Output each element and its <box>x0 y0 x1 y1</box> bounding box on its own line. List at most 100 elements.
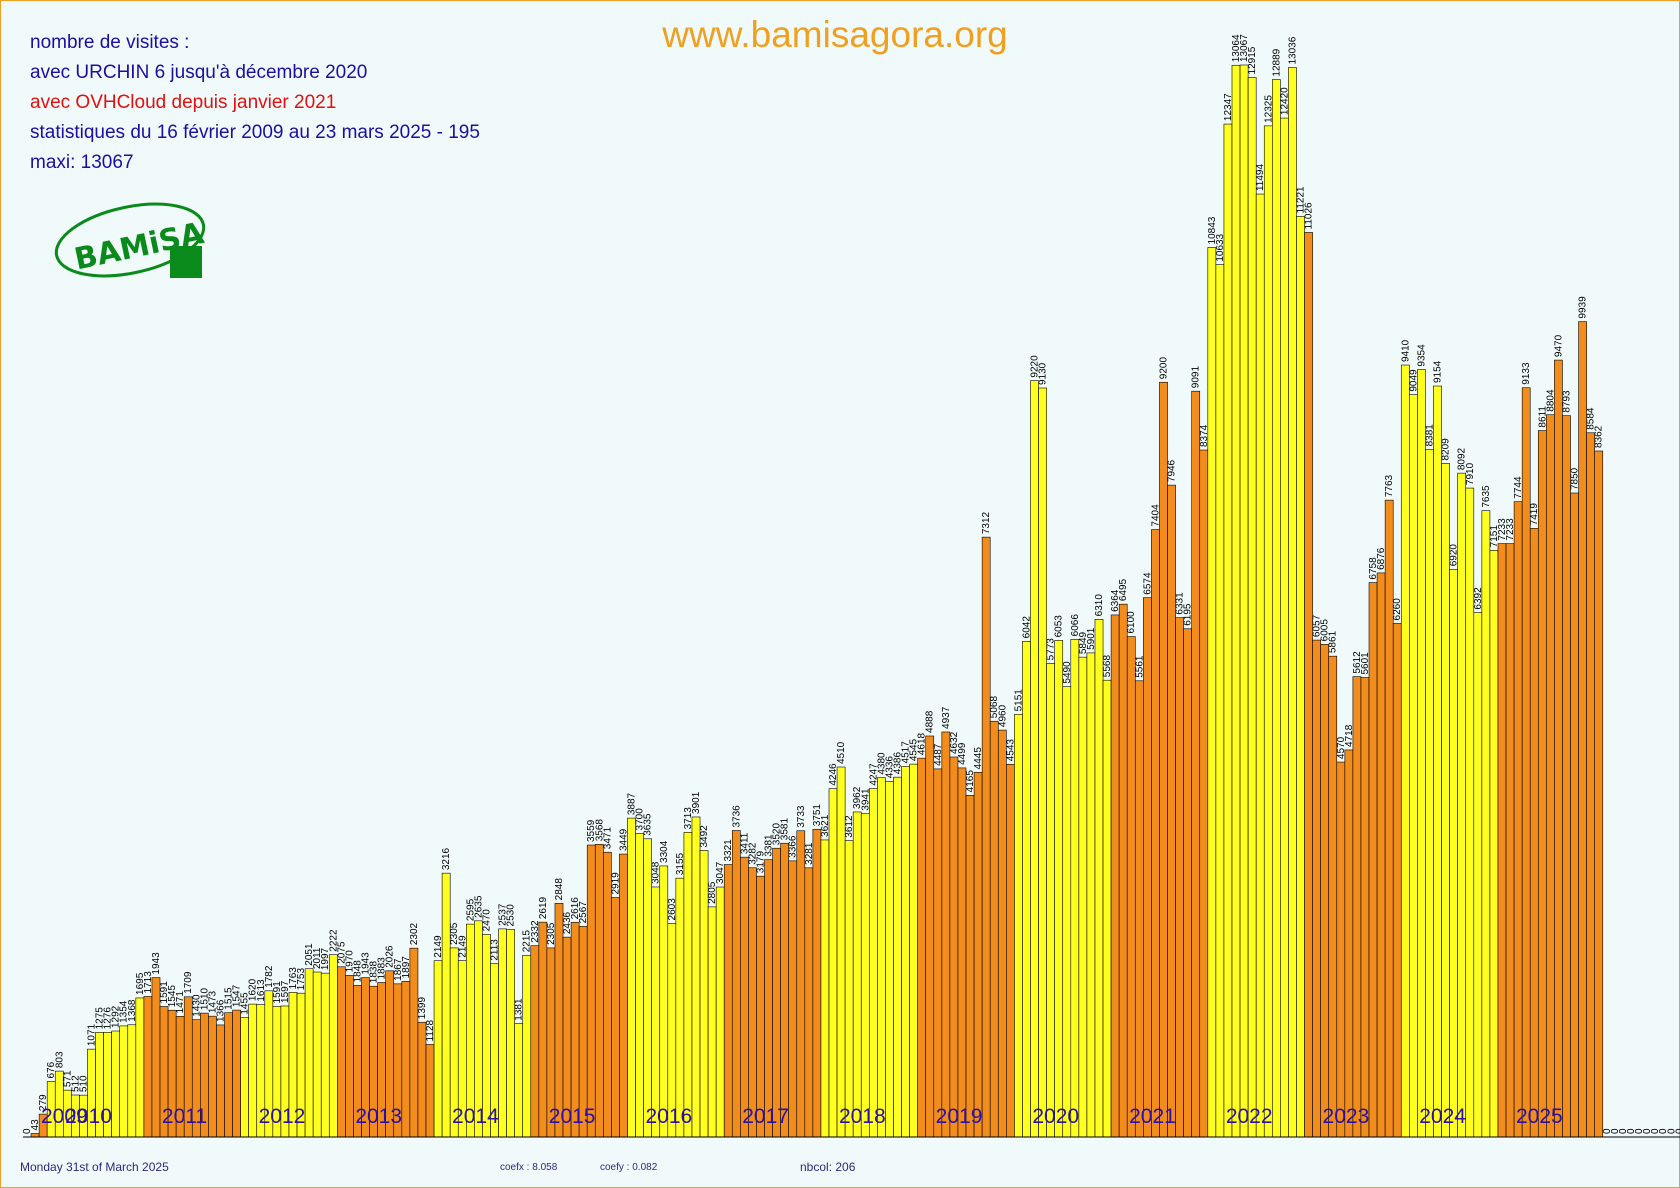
chart-value-label: 3304 <box>659 840 670 863</box>
chart-value-label: 9154 <box>1433 360 1444 383</box>
chart-value-label: 8804 <box>1545 389 1556 412</box>
chart-value-label: 12420 <box>1279 87 1290 115</box>
chart-value-label: 6876 <box>1376 547 1387 570</box>
chart-bar <box>1384 499 1394 1138</box>
chart-value-label: 1753 <box>296 968 307 991</box>
chart-value-label: 2302 <box>409 922 420 945</box>
chart-value-label: 2530 <box>506 904 517 927</box>
chart-value-label: 2470 <box>481 909 492 932</box>
chart-value-label: 0 <box>1634 1128 1645 1134</box>
chart-bar <box>619 853 628 1138</box>
logo-ellipse <box>54 202 206 278</box>
chart-value-label: 571 <box>62 1070 73 1087</box>
header-max: maxi: 13067 <box>30 152 134 173</box>
chart-value-label: 2603 <box>667 898 678 921</box>
chart-bar <box>707 906 717 1138</box>
chart-value-label: 1763 <box>288 967 299 990</box>
chart-bar <box>1288 67 1297 1138</box>
chart-bar <box>1489 550 1499 1138</box>
chart-bar <box>933 768 943 1138</box>
chart-bar <box>1134 680 1144 1138</box>
chart-value-label: 3179 <box>755 851 766 874</box>
chart-bar <box>981 536 991 1138</box>
chart-value-label: 3471 <box>602 827 613 850</box>
chart-value-label: 2436 <box>562 911 573 934</box>
chart-value-label: 0 <box>1666 1128 1677 1134</box>
chart-value-label: 4545 <box>909 738 920 761</box>
chart-value-label: 5901 <box>1086 627 1097 650</box>
year-label: 2023 <box>1323 1105 1370 1128</box>
chart-bar <box>723 864 733 1138</box>
chart-value-label: 9091 <box>1191 366 1202 389</box>
chart-value-label: 6758 <box>1368 557 1379 580</box>
chart-value-label: 8611 <box>1537 406 1548 428</box>
chart-bar <box>885 780 894 1138</box>
chart-value-label: 5068 <box>989 696 1000 719</box>
chart-value-label: 8793 <box>1561 390 1572 413</box>
site-url-title[interactable]: www.bamisagora.org <box>662 14 1008 55</box>
chart-value-label: 3047 <box>715 861 726 884</box>
chart-value-label: 1473 <box>207 990 218 1013</box>
chart-bar <box>901 766 910 1138</box>
chart-bar <box>852 811 862 1138</box>
chart-value-label: 6495 <box>1118 578 1129 601</box>
chart-bar <box>925 735 935 1138</box>
chart-value-label: 3635 <box>643 813 654 836</box>
chart-value-label: 5561 <box>1134 655 1145 678</box>
chart-value-label: 8362 <box>1594 425 1605 448</box>
chart-value-label: 2332 <box>530 920 541 943</box>
chart-bar <box>772 847 781 1138</box>
chart-bar <box>973 772 983 1138</box>
chart-bar <box>1038 387 1047 1138</box>
chart-value-label: 2011 <box>312 947 323 969</box>
chart-value-label: 1354 <box>119 1000 130 1023</box>
chart-value-label: 1897 <box>401 956 412 979</box>
chart-bar <box>635 833 644 1138</box>
chart-value-label: 0 <box>1626 1128 1637 1134</box>
chart-value-label: 5612 <box>1352 651 1363 674</box>
chart-value-label: 2113 <box>490 939 501 961</box>
chart-bar <box>780 842 790 1138</box>
chart-value-label: 0 <box>22 1128 33 1134</box>
chart-value-label: 1838 <box>369 961 380 984</box>
chart-value-label: 2075 <box>336 941 347 964</box>
chart-bar <box>1183 628 1193 1138</box>
chart-bar <box>804 867 814 1138</box>
chart-bar <box>506 929 515 1138</box>
chart-bar <box>441 872 451 1138</box>
chart-value-label: 3751 <box>812 804 823 827</box>
year-label: 2024 <box>1419 1105 1466 1128</box>
chart-value-label: 12889 <box>1271 48 1282 76</box>
chart-value-label: 12915 <box>1247 46 1258 74</box>
chart-bar <box>1433 385 1442 1138</box>
chart-bar <box>1312 639 1321 1138</box>
chart-value-label: 7635 <box>1481 485 1492 508</box>
chart-bar <box>1094 619 1104 1138</box>
chart-value-label: 1510 <box>199 987 210 1010</box>
chart-bar <box>1046 663 1055 1138</box>
chart-bar <box>425 1044 435 1138</box>
chart-bar <box>756 875 765 1138</box>
chart-value-label: 4718 <box>1344 724 1355 747</box>
chart-value-label: 9133 <box>1521 362 1532 385</box>
chart-bar <box>538 921 548 1138</box>
chart-bar <box>514 1023 524 1138</box>
footer-date: Monday 31st of March 2025 <box>20 1160 169 1174</box>
chart-bar <box>1449 568 1458 1138</box>
chart-bar <box>1215 264 1225 1138</box>
chart-bar <box>1223 123 1233 1138</box>
chart-value-label: 0 <box>1674 1128 1680 1134</box>
header-period: statistiques du 16 février 2009 au 23 ma… <box>30 122 480 143</box>
chart-value-label: 7233 <box>1505 518 1516 541</box>
chart-bar <box>1465 487 1475 1138</box>
chart-bar <box>1513 501 1523 1138</box>
chart-value-label: 4380 <box>876 752 887 775</box>
chart-bar <box>651 886 661 1138</box>
chart-value-label: 3520 <box>772 823 783 846</box>
chart-value-label: 0 <box>1658 1128 1669 1134</box>
chart-value-label: 7404 <box>1150 504 1161 527</box>
chart-value-label: 3411 <box>739 832 750 854</box>
chart-value-label: 2567 <box>578 901 589 924</box>
chart-bar <box>965 795 975 1138</box>
